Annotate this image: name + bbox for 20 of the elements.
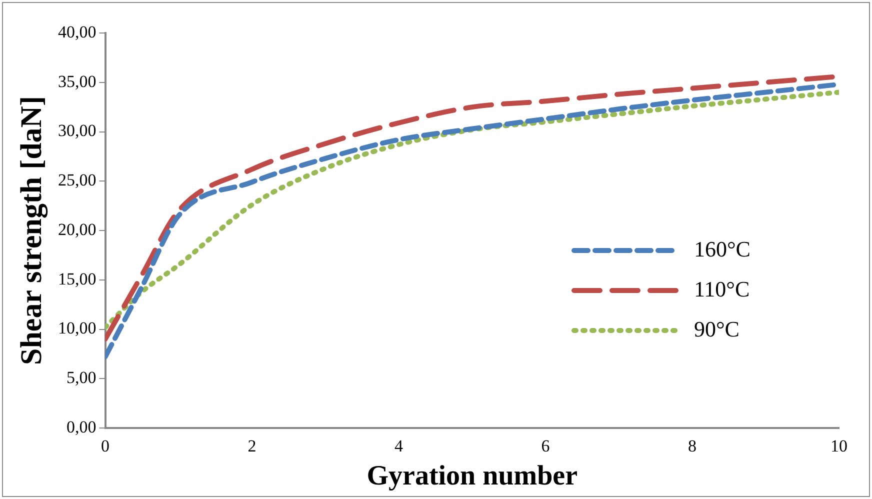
legend-label: 160°C	[694, 236, 750, 262]
y-tick-label: 0,00	[66, 417, 96, 436]
y-tick-label: 5,00	[66, 368, 96, 388]
x-tick-label: 4	[394, 436, 404, 456]
y-tick-label: 30,00	[58, 121, 96, 140]
y-axis-title: Shear strength [daN]	[14, 96, 48, 365]
x-axis-title: Gyration number	[366, 460, 578, 492]
legend-label: 90°C	[694, 316, 740, 342]
x-tick-label: 6	[541, 436, 550, 456]
y-tick-label: 20,00	[58, 220, 96, 239]
x-tick-label: 0	[101, 436, 110, 456]
y-tick-label: 15,00	[58, 269, 96, 288]
y-tick-label: 25,00	[58, 170, 96, 190]
x-tick-label: 10	[830, 436, 848, 456]
legend-label: 110°C	[694, 276, 750, 302]
y-tick-label: 40,00	[58, 22, 96, 42]
x-tick-label: 2	[248, 436, 256, 456]
x-tick-label: 8	[688, 436, 696, 456]
y-tick-label: 10,00	[58, 318, 96, 338]
y-tick-label: 35,00	[58, 72, 96, 91]
